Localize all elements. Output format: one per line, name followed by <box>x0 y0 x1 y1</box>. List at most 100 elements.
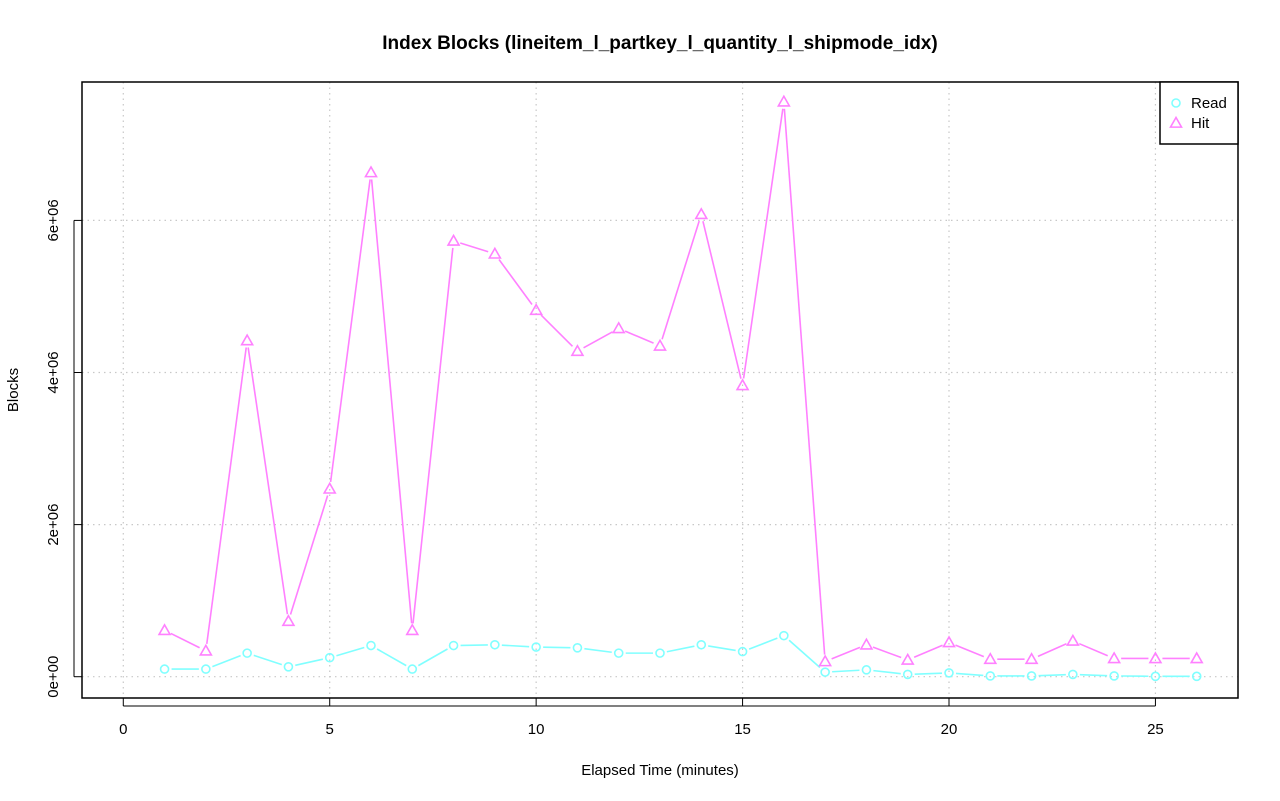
read-point <box>861 665 872 675</box>
hit-line-segment <box>412 247 454 624</box>
hit-point <box>653 338 667 351</box>
read-point <box>696 639 707 650</box>
hit-point <box>611 321 626 334</box>
legend-marker-read <box>1171 98 1181 108</box>
read-line-segment <box>1038 673 1066 677</box>
hit-point <box>198 643 213 656</box>
read-point <box>655 648 665 658</box>
read-line-segment <box>460 644 488 647</box>
read-line-segment <box>1079 673 1108 677</box>
hit-point <box>281 614 296 627</box>
read-line-segment <box>708 645 736 652</box>
hit-point <box>570 344 585 357</box>
hit-point <box>446 233 461 246</box>
read-line-segment <box>788 639 821 669</box>
legend-box <box>1159 81 1239 145</box>
hit-point <box>487 246 502 259</box>
hit-line-segment <box>370 179 413 624</box>
plot-frame <box>81 81 1239 699</box>
hit-line-segment <box>498 259 533 305</box>
hit-line-segment <box>702 220 742 379</box>
read-line-segment <box>376 648 407 667</box>
read-point <box>820 667 830 677</box>
y-tick-label: 2e+06 <box>45 504 62 546</box>
read-point <box>737 646 748 657</box>
x-axis: 0 5 10 15 20 25 <box>119 698 1164 738</box>
x-tick-label: 20 <box>941 721 958 738</box>
hit-point <box>818 654 833 667</box>
read-point <box>324 652 335 663</box>
x-tick-label: 0 <box>119 721 127 738</box>
read-line-segment <box>543 646 571 649</box>
hit-line-segment <box>872 646 902 659</box>
read-line-segment <box>748 637 778 650</box>
read-point <box>944 668 954 678</box>
series-hit <box>157 94 1204 667</box>
hit-line-segment <box>289 495 329 615</box>
hit-point <box>694 207 709 220</box>
series-read <box>159 630 1202 682</box>
legend-marker-hit <box>1169 115 1183 128</box>
series-layer <box>157 94 1204 682</box>
hit-point <box>1107 651 1122 664</box>
hit-line-segment <box>247 347 289 615</box>
read-point <box>779 630 789 641</box>
hit-line-segment <box>1037 643 1067 658</box>
read-point <box>1026 671 1037 681</box>
hit-line-segment <box>783 108 826 655</box>
read-line-segment <box>212 654 241 668</box>
hit-line-segment <box>205 347 248 645</box>
hit-point <box>322 481 337 494</box>
read-line-segment <box>253 654 283 666</box>
x-axis-label: Elapsed Time (minutes) <box>581 762 739 779</box>
y-axis-label: Blocks <box>5 368 22 412</box>
hit-line-segment <box>170 632 200 649</box>
hit-point <box>776 94 791 107</box>
hit-point <box>942 635 956 648</box>
chart-title: Index Blocks (lineitem_l_partkey_l_quant… <box>382 33 937 54</box>
read-point <box>242 648 252 658</box>
read-line-segment <box>914 672 943 675</box>
read-line-segment <box>336 646 365 657</box>
hit-point <box>529 303 544 316</box>
hit-point <box>405 623 420 636</box>
read-point <box>407 664 418 674</box>
hit-point <box>859 637 874 650</box>
hit-point <box>1024 652 1039 665</box>
hit-line-segment <box>955 644 985 658</box>
x-tick-label: 25 <box>1147 721 1164 738</box>
hit-line-segment <box>583 331 613 349</box>
read-point <box>1068 669 1078 680</box>
read-line-segment <box>417 648 448 667</box>
hit-point <box>1065 633 1080 646</box>
hit-point <box>364 165 378 178</box>
hit-point <box>900 652 915 665</box>
hit-point <box>983 652 998 665</box>
hit-line-segment <box>624 330 654 344</box>
legend-label-read: Read <box>1191 95 1227 112</box>
read-point <box>613 648 624 658</box>
read-point <box>448 640 459 651</box>
read-line-segment <box>832 669 860 673</box>
y-tick-label: 6e+06 <box>45 199 62 241</box>
hit-point <box>735 378 750 391</box>
hit-line-segment <box>329 179 371 483</box>
hit-line-segment <box>831 646 861 660</box>
read-line-segment <box>873 669 901 675</box>
read-line-segment <box>666 645 695 653</box>
x-tick-label: 5 <box>326 721 334 738</box>
y-axis: 0e+00 2e+06 4e+06 6e+06 <box>45 199 82 698</box>
read-point <box>902 669 913 680</box>
y-tick-label: 0e+00 <box>45 656 62 698</box>
hit-line-segment <box>742 108 784 379</box>
hit-point <box>1148 651 1163 664</box>
read-line-segment <box>584 647 612 654</box>
read-point <box>1109 671 1119 681</box>
read-point <box>572 643 583 653</box>
read-point <box>1191 671 1202 682</box>
x-tick-label: 10 <box>528 721 545 738</box>
read-line-segment <box>955 672 984 677</box>
read-point <box>366 640 376 651</box>
read-line-segment <box>501 644 530 648</box>
